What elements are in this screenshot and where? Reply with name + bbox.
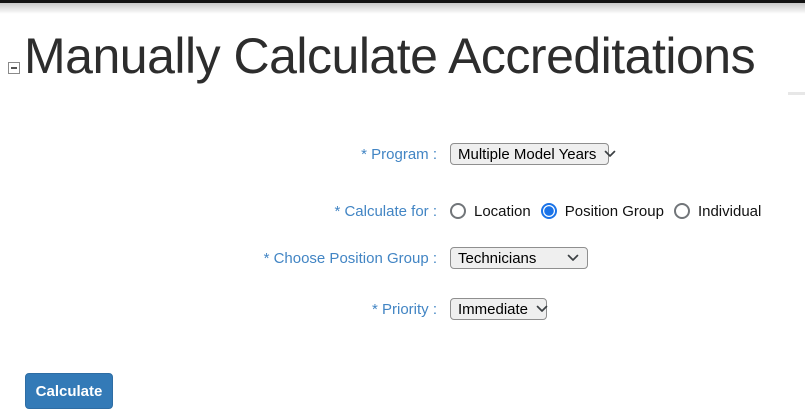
form-row-priority: * Priority : Immediate (0, 298, 548, 320)
radio-position-group-label: Position Group (564, 202, 664, 220)
priority-select[interactable]: Immediate (450, 298, 548, 320)
calculate-for-radio-group: Location Position Group Individual (450, 203, 761, 220)
form-row-calculate-for: * Calculate for : Location Position Grou… (0, 200, 761, 222)
position-group-control-slot: Technicians (450, 247, 588, 269)
position-group-select[interactable]: Technicians (450, 247, 588, 269)
program-control-slot: Multiple Model Years (450, 143, 616, 165)
top-border-shadow (0, 3, 805, 14)
program-select[interactable]: Multiple Model Years (450, 143, 616, 165)
scrollbar-fragment (788, 92, 805, 95)
collapse-minus-square-icon[interactable] (8, 62, 20, 74)
calculate-for-control-slot: Location Position Group Individual (450, 203, 761, 220)
program-label: * Program : (361, 145, 437, 163)
priority-label: * Priority : (371, 300, 437, 318)
radio-individual-label: Individual (697, 202, 762, 220)
page-title: Manually Calculate Accreditations (24, 28, 756, 84)
radio-option-position-group[interactable]: Position Group (540, 202, 664, 220)
priority-select-value: Immediate (458, 300, 529, 318)
priority-control-slot: Immediate (450, 298, 548, 320)
program-select-value: Multiple Model Years (458, 145, 597, 163)
calculate-for-label: * Calculate for : (334, 202, 437, 220)
radio-option-individual[interactable]: Individual (673, 202, 762, 220)
radio-individual-icon[interactable] (673, 203, 690, 219)
form-row-program: * Program : Multiple Model Years (0, 143, 616, 165)
choose-position-group-label: * Choose Position Group : (263, 249, 437, 267)
top-border (0, 0, 805, 3)
form-row-position-group: * Choose Position Group : Technicians (0, 247, 588, 269)
radio-location-icon[interactable] (450, 203, 466, 219)
position-group-select-value: Technicians (458, 249, 537, 267)
radio-position-group-icon[interactable] (540, 203, 557, 219)
chevron-down-icon (567, 254, 579, 262)
radio-option-location[interactable]: Location (450, 203, 531, 220)
chevron-down-icon (604, 150, 616, 158)
radio-location-label: Location (474, 202, 531, 220)
calculate-button[interactable]: Calculate (25, 373, 113, 409)
chevron-down-icon (536, 305, 548, 313)
